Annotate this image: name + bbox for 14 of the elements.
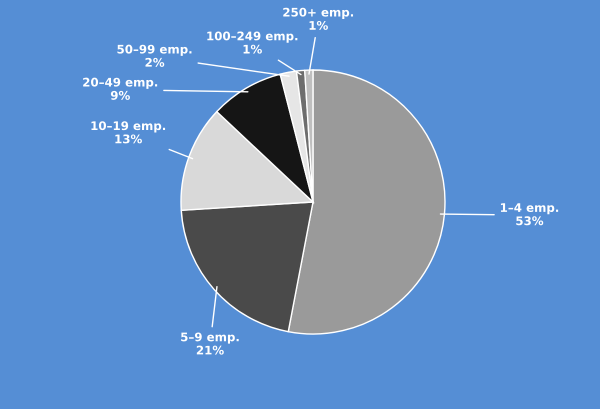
data-label: 1% — [310, 20, 328, 30]
data-label: 1% — [244, 44, 262, 54]
slice-label: 5–9 emp. — [181, 332, 239, 344]
data-label: 21% — [196, 346, 224, 355]
slice-label: 10–19 emp. — [91, 121, 166, 132]
data-label: 9% — [110, 90, 130, 100]
slice-label: 100–249 emp. — [207, 31, 298, 43]
slice-label: 20–49 emp. — [83, 78, 158, 89]
data-label: 53% — [516, 216, 544, 226]
data-label: 2% — [146, 58, 164, 67]
slice-label: 250+ emp. — [283, 8, 354, 19]
slice-label: 1–4 emp. — [500, 203, 558, 214]
data-label: 13% — [115, 134, 142, 144]
slice-label: 50–99 emp. — [117, 44, 192, 56]
